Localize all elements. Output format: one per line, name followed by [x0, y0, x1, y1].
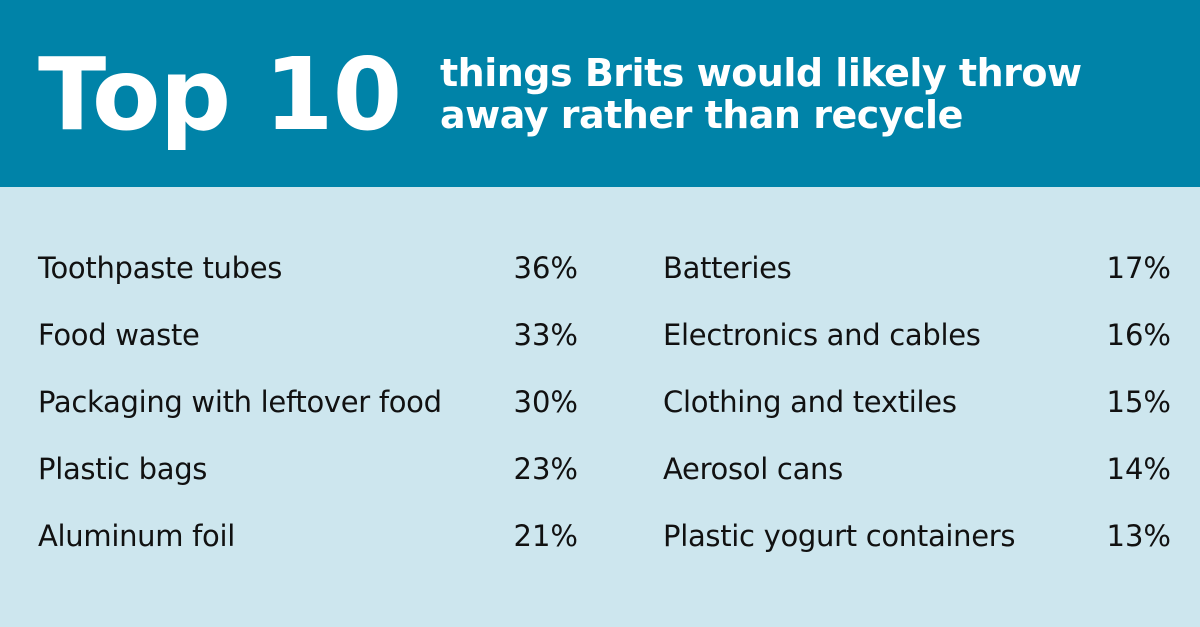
- item-label: Aluminum foil: [38, 519, 235, 553]
- list-item: Food waste 33%: [38, 302, 578, 369]
- item-percent: 16%: [1106, 318, 1171, 352]
- item-label: Packaging with leftover food: [38, 385, 442, 419]
- item-label: Toothpaste tubes: [38, 251, 283, 285]
- item-label: Plastic bags: [38, 452, 208, 486]
- list-item: Aerosol cans 14%: [663, 436, 1171, 503]
- item-percent: 21%: [513, 519, 578, 553]
- header-banner: Top 10 things Brits would likely throw a…: [0, 0, 1200, 187]
- item-percent: 36%: [513, 251, 578, 285]
- item-label: Electronics and cables: [663, 318, 981, 352]
- list-item: Clothing and textiles 15%: [663, 369, 1171, 436]
- list-item: Batteries 17%: [663, 235, 1171, 302]
- list-item: Aluminum foil 21%: [38, 503, 578, 570]
- item-percent: 30%: [513, 385, 578, 419]
- list-item: Packaging with leftover food 30%: [38, 369, 578, 436]
- item-label: Aerosol cans: [663, 452, 843, 486]
- item-label: Food waste: [38, 318, 200, 352]
- item-percent: 23%: [513, 452, 578, 486]
- item-percent: 17%: [1106, 251, 1171, 285]
- page-subtitle: things Brits would likely throw away rat…: [440, 52, 1180, 136]
- list-column-right: Batteries 17% Electronics and cables 16%…: [663, 235, 1171, 570]
- item-label: Batteries: [663, 251, 792, 285]
- list-column-left: Toothpaste tubes 36% Food waste 33% Pack…: [38, 235, 578, 570]
- list-item: Plastic bags 23%: [38, 436, 578, 503]
- item-percent: 33%: [513, 318, 578, 352]
- list-area: Toothpaste tubes 36% Food waste 33% Pack…: [0, 187, 1200, 627]
- subtitle-line-2: away rather than recycle: [440, 93, 963, 137]
- list-item: Electronics and cables 16%: [663, 302, 1171, 369]
- subtitle-line-1: things Brits would likely throw: [440, 51, 1082, 95]
- item-percent: 13%: [1106, 519, 1171, 553]
- item-percent: 15%: [1106, 385, 1171, 419]
- list-item: Plastic yogurt containers 13%: [663, 503, 1171, 570]
- item-label: Plastic yogurt containers: [663, 519, 1016, 553]
- item-label: Clothing and textiles: [663, 385, 957, 419]
- list-item: Toothpaste tubes 36%: [38, 235, 578, 302]
- item-percent: 14%: [1106, 452, 1171, 486]
- page-title: Top 10: [38, 36, 402, 153]
